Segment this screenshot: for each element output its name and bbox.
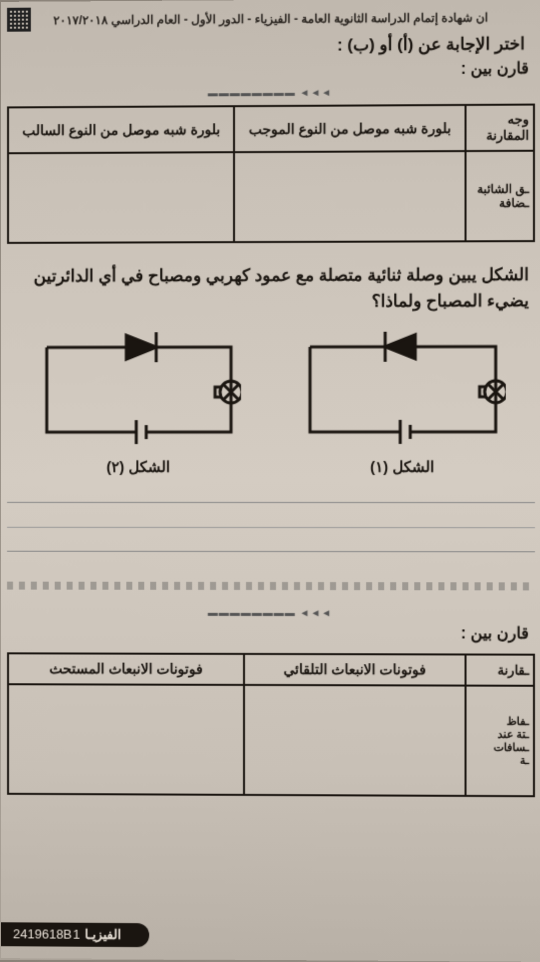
circuit-1-box: الشكل (١): [300, 331, 506, 476]
t1-cell-1: [234, 151, 465, 242]
t1-col2-header: بلورة شبه موصل من النوع السالب: [8, 106, 234, 153]
perforation: [7, 582, 535, 591]
answer-lines: [7, 502, 535, 552]
circuit-2-box: الشكل (٢): [36, 332, 240, 476]
t1-col1-header: بلورة شبه موصل من النوع الموجب: [234, 105, 465, 152]
circuit-2-diagram: [36, 332, 240, 452]
circuit-2-label: الشكل (٢): [36, 458, 240, 476]
t2-cell-1: [244, 685, 465, 796]
compare-heading-2: قارن بين :: [7, 620, 535, 649]
compare-heading-1: قارن بين :: [7, 56, 535, 87]
arrow-decor-1: ◄◄◄ ▬▬▬▬▬▬▬▬: [7, 84, 535, 102]
t2-cell-2: [8, 684, 244, 795]
circuit-1-diagram: [300, 331, 506, 451]
t1-rowhead: وجه المقارنة: [466, 105, 534, 152]
comparison-table-1: وجه المقارنة بلورة شبه موصل من النوع الم…: [7, 104, 535, 244]
t1-cell-2: [8, 152, 234, 243]
footer-code: 2419618B1: [13, 926, 81, 941]
qr-code-icon: [7, 8, 31, 32]
question-b-text: الشكل يبين وصلة ثنائية متصلة مع عمود كهر…: [7, 252, 535, 318]
t2-col1-header: فوتونات الانبعاث التلقائي: [244, 654, 465, 686]
t1-row2-label: ـق الشائبة ـضافة: [466, 151, 534, 242]
t2-row2-label: ـفاظ ـتة عند ـسافات ـة: [466, 686, 534, 797]
footer-label: الفيزيـا: [85, 927, 121, 942]
main-instruction: اختر الإجابة عن (أ) أو (ب) :: [7, 28, 535, 59]
arrow-decor-2: ◄◄◄ ▬▬▬▬▬▬▬▬: [7, 590, 535, 622]
comparison-table-2: ـقارنة فوتونات الانبعاث التلقائي فوتونات…: [7, 652, 535, 797]
footer-bar: الفيزيـا 2419618B1: [1, 922, 149, 947]
t2-col2-header: فوتونات الانبعاث المستحث: [8, 653, 244, 685]
circuits-row: الشكل (٢): [7, 317, 535, 482]
t2-rowhead: ـقارنة: [466, 654, 534, 685]
exam-page: ان شهادة إتمام الدراسة الثانوية العامة -…: [1, 0, 540, 962]
circuit-1-label: الشكل (١): [300, 458, 506, 476]
